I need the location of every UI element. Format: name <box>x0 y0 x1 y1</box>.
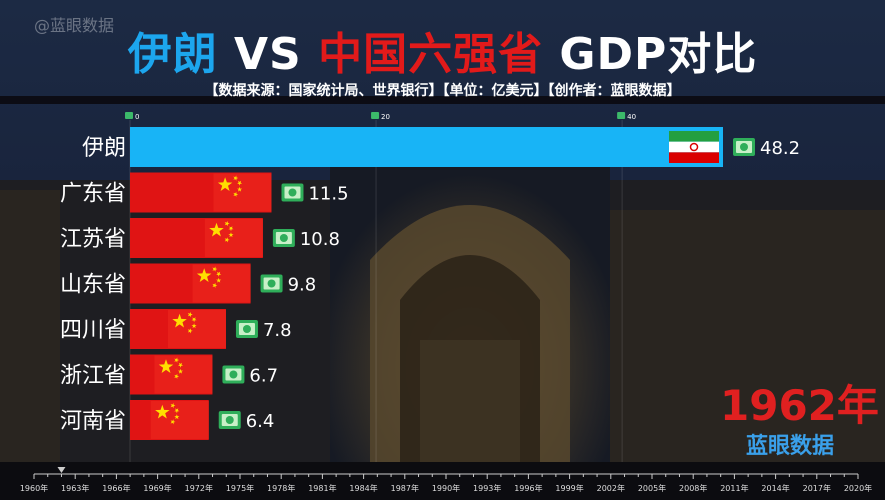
timeline-tick-label: 1993年 <box>473 483 501 493</box>
category-label: 广东省 <box>60 182 126 207</box>
money-icon <box>733 138 755 156</box>
title-provinces: 中国六强省 <box>318 29 544 80</box>
timeline: 1960年 1963年 1966年 1969年 1972年 1975年 1978年 1981年… <box>20 467 872 493</box>
watermark: @蓝眼数据 <box>34 16 115 35</box>
year-label: 1962年 <box>720 381 879 430</box>
bar-row: 四川省 7.8 <box>60 309 292 349</box>
value-label: 11.5 <box>308 184 348 205</box>
money-icon <box>235 320 258 338</box>
value-label: 9.8 <box>288 275 317 296</box>
chart-subtitle: 【数据来源：国家统计局、世界银行】【单位：亿美元】【创作者：蓝眼数据】 <box>204 83 681 99</box>
timeline-tick-label: 1975年 <box>226 483 254 493</box>
category-label: 山东省 <box>60 273 126 298</box>
timeline-tick-label: 1969年 <box>143 483 171 493</box>
timeline-tick-label: 2011年 <box>720 483 748 493</box>
china-flag-icon <box>154 355 213 394</box>
timeline-tick-label: 2014年 <box>761 483 789 493</box>
category-label: 浙江省 <box>60 364 126 389</box>
category-label: 江苏省 <box>60 227 126 252</box>
title-iran: 伊朗 <box>127 29 218 80</box>
timeline-tick-label: 1999年 <box>555 483 583 493</box>
bar-row: 山东省 9.8 <box>60 263 317 304</box>
timeline-marker <box>57 467 66 473</box>
money-icon <box>272 229 295 247</box>
timeline-tick-label: 1963年 <box>61 483 89 493</box>
timeline-tick-label: 1978年 <box>267 483 295 493</box>
timeline-tick-label: 1966年 <box>102 483 130 493</box>
category-label: 河南省 <box>60 409 126 434</box>
top-axis-tick: 40 <box>617 112 636 462</box>
bar-row: 广东省 11.5 <box>60 172 349 213</box>
value-label: 6.4 <box>246 411 275 432</box>
bar-row: 河南省 6.4 <box>60 400 274 440</box>
svg-text:20: 20 <box>381 113 390 121</box>
timeline-tick-label: 2020年 <box>844 483 872 493</box>
top-divider <box>0 96 885 104</box>
timeline-tick-label: 1996年 <box>514 483 542 493</box>
bar-row: 江苏省 10.8 <box>60 218 340 258</box>
money-icon <box>281 183 304 202</box>
timeline-tick-label: 1981年 <box>308 483 336 493</box>
chart-title: 伊朗 VS 中国六强省 GDP对比 <box>0 18 885 82</box>
china-flag-icon <box>213 173 272 212</box>
iran-flag-icon <box>669 131 719 163</box>
timeline-tick-label: 1972年 <box>185 483 213 493</box>
timeline-tick-label: 2008年 <box>679 483 707 493</box>
value-label: 48.2 <box>760 138 800 159</box>
timeline-tick-label: 1960年 <box>20 483 48 493</box>
timeline-tick-label: 1990年 <box>432 483 460 493</box>
bar-row: 伊朗 48.2 <box>82 127 800 167</box>
timeline-tick-label: 2002年 <box>597 483 625 493</box>
timeline-tick-label: 2005年 <box>638 483 666 493</box>
value-label: 6.7 <box>249 366 278 387</box>
title-gdp: GDP对比 <box>543 29 758 80</box>
value-label: 7.8 <box>263 320 292 341</box>
china-flag-icon <box>204 219 263 257</box>
timeline-tick-label: 1987年 <box>391 483 419 493</box>
money-icon <box>218 411 241 429</box>
china-flag-icon <box>192 264 251 303</box>
timeline-tick-label: 1984年 <box>349 483 377 493</box>
timeline-tick-label: 2017年 <box>803 483 831 493</box>
money-icon <box>260 274 283 293</box>
money-icon <box>222 365 245 384</box>
bar-row: 浙江省 6.7 <box>60 354 278 395</box>
value-label: 10.8 <box>300 229 340 250</box>
category-label: 四川省 <box>60 318 126 343</box>
china-flag-icon <box>167 310 226 348</box>
category-label: 伊朗 <box>82 136 126 161</box>
svg-text:40: 40 <box>627 113 636 121</box>
bar <box>130 127 723 167</box>
svg-text:0: 0 <box>135 113 139 121</box>
title-vs: VS <box>217 29 319 80</box>
brand-label: 蓝眼数据 <box>746 434 835 459</box>
china-flag-icon <box>150 401 209 439</box>
top-axis-tick: 20 <box>371 112 390 462</box>
